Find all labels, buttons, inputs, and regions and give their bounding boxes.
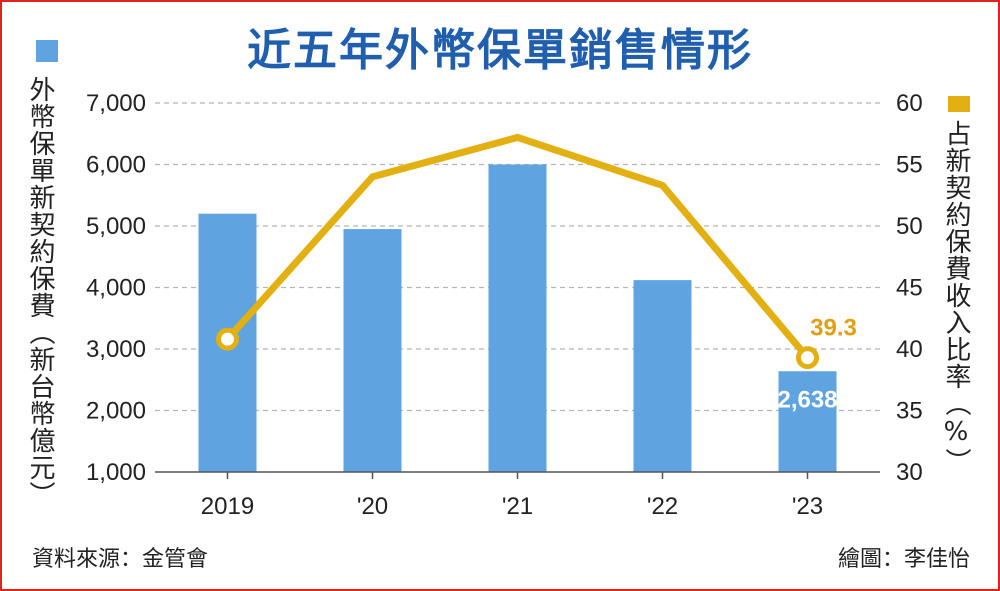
source-note: 資料來源：金管會 <box>32 547 209 572</box>
y-left-tick-label: 2,000 <box>86 398 146 425</box>
data-labels: 2,638 39.3 <box>777 315 856 414</box>
y-axis-right-label: 占新契約保費收入比率（%） <box>941 120 971 475</box>
x-tick-label: '21 <box>502 493 533 520</box>
bar <box>488 164 547 472</box>
legend-swatch-line <box>948 96 970 112</box>
bar <box>343 229 402 472</box>
y-left-tick-label: 4,000 <box>86 275 146 302</box>
y-right-tick-label: 35 <box>896 398 923 425</box>
legend-swatch-bars <box>36 40 58 62</box>
y-right-tick-label: 30 <box>896 459 923 486</box>
y-left-tick-label: 7,000 <box>86 90 146 117</box>
bar-value-label: 2,638 <box>777 386 837 413</box>
y-left-tick-label: 3,000 <box>86 336 146 363</box>
y-left-tick-label: 1,000 <box>86 459 146 486</box>
line-point <box>216 327 239 351</box>
y-axis-left-label: 外幣保單新契約保費（新台幣億元） <box>25 76 55 508</box>
y-left-ticks: 1,000 2,000 3,000 4,000 5,000 6,000 7,000 <box>86 90 146 486</box>
line-path <box>224 133 811 360</box>
y-right-tick-label: 55 <box>896 152 923 179</box>
x-tick-label: 2019 <box>201 493 254 520</box>
line-series <box>216 133 819 370</box>
bar <box>633 280 692 472</box>
y-right-tick-label: 60 <box>896 90 923 117</box>
y-right-tick-label: 45 <box>896 275 923 302</box>
chart-title: 近五年外幣保單銷售情形 <box>247 25 753 76</box>
line-value-label: 39.3 <box>810 315 857 342</box>
x-tick-label: '23 <box>792 493 823 520</box>
y-right-ticks: 30 35 40 45 50 55 60 <box>896 90 923 486</box>
y-left-tick-label: 5,000 <box>86 213 146 240</box>
credit-note: 繪圖：李佳怡 <box>837 547 970 572</box>
x-tick-label: '22 <box>647 493 678 520</box>
y-right-tick-label: 50 <box>896 213 923 240</box>
x-ticks: 2019 '20 '21 '22 '23 <box>201 472 823 520</box>
bar-series <box>198 164 837 472</box>
bar <box>778 371 837 472</box>
y-right-tick-label: 40 <box>896 336 923 363</box>
line-point <box>796 346 819 370</box>
y-left-tick-label: 6,000 <box>86 152 146 179</box>
x-tick-label: '20 <box>357 493 388 520</box>
